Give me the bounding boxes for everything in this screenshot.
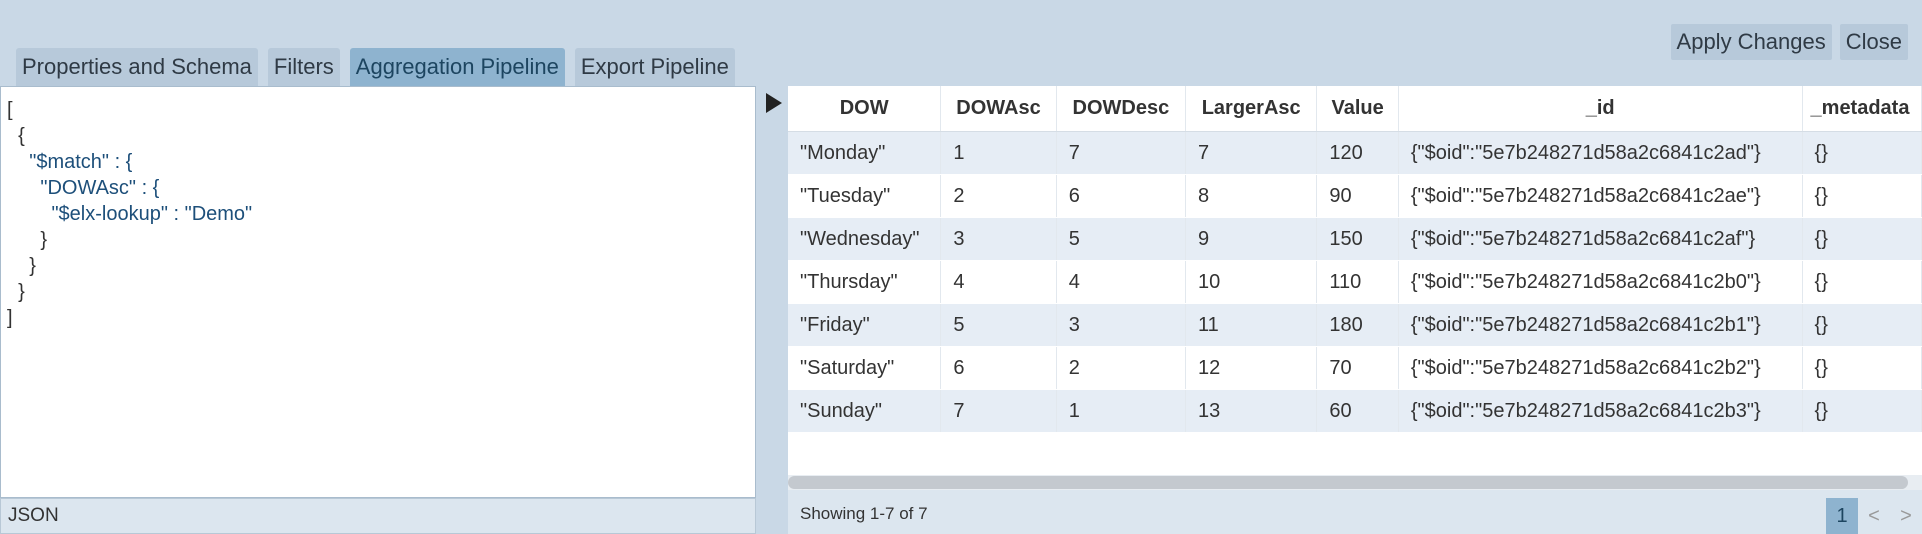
pipeline-code[interactable]: [ { "$match" : { "DOWAsc" : { "$elx-look… <box>1 87 755 331</box>
page-1-button[interactable]: 1 <box>1826 498 1858 534</box>
table-cell: {"$oid":"5e7b248271d58a2c6841c2b2"} <box>1398 346 1803 390</box>
column-header[interactable]: LargerAsc <box>1185 86 1318 132</box>
table-cell: "Saturday" <box>788 346 942 390</box>
tab-properties-and-schema[interactable]: Properties and Schema <box>16 48 258 86</box>
code-line: [ <box>7 99 13 121</box>
table-cell: "Friday" <box>788 303 942 347</box>
table-cell: 2 <box>940 174 1057 218</box>
table-cell: "Sunday" <box>788 389 942 433</box>
table-cell: 7 <box>1056 131 1187 175</box>
table-cell: 4 <box>1056 260 1187 304</box>
tab-filters[interactable]: Filters <box>267 48 340 86</box>
table-row[interactable]: "Tuesday" 2 6 8 90 {"$oid":"5e7b248271d5… <box>788 174 1922 218</box>
row-count-label: Showing 1-7 of 7 <box>800 504 928 523</box>
table-row[interactable]: "Sunday" 7 1 13 60 {"$oid":"5e7b248271d5… <box>788 389 1922 433</box>
code-line: } <box>7 281 25 303</box>
table-cell: "Wednesday" <box>788 217 942 261</box>
table-cell: {"$oid":"5e7b248271d58a2c6841c2b0"} <box>1398 260 1803 304</box>
table-cell: 1 <box>940 131 1057 175</box>
table-row[interactable]: "Monday" 1 7 7 120 {"$oid":"5e7b248271d5… <box>788 131 1922 175</box>
table-cell: {} <box>1802 174 1922 218</box>
table-cell: 6 <box>1056 174 1187 218</box>
column-header[interactable]: _id <box>1398 86 1803 132</box>
header-row: DOW DOWAsc DOWDesc LargerAsc Value _id _… <box>788 86 1922 132</box>
apply-changes-button[interactable]: Apply Changes <box>1670 24 1832 60</box>
code-line: "$match" : { <box>7 151 133 173</box>
dialog-actions: Apply Changes Close <box>1670 24 1908 60</box>
table-cell: 7 <box>940 389 1057 433</box>
table-cell: 60 <box>1316 389 1399 433</box>
column-header[interactable]: DOW <box>788 86 942 132</box>
table-row[interactable]: "Thursday" 4 4 10 110 {"$oid":"5e7b24827… <box>788 260 1922 304</box>
table-cell: {"$oid":"5e7b248271d58a2c6841c2ae"} <box>1398 174 1803 218</box>
pane-splitter[interactable] <box>756 86 788 534</box>
table-cell: 180 <box>1316 303 1399 347</box>
table-cell: 110 <box>1316 260 1399 304</box>
code-line: "$elx-lookup" : "Demo" <box>7 203 253 225</box>
table-cell: {"$oid":"5e7b248271d58a2c6841c2ad"} <box>1398 131 1803 175</box>
tab-aggregation-pipeline[interactable]: Aggregation Pipeline <box>349 48 565 86</box>
table-cell: 3 <box>940 217 1057 261</box>
table-cell: {} <box>1802 346 1922 390</box>
table-cell: 4 <box>940 260 1057 304</box>
next-page-button[interactable]: > <box>1900 505 1912 527</box>
code-line: "DOWAsc" : { <box>7 177 160 199</box>
table-cell: 1 <box>1056 389 1187 433</box>
code-line: { <box>7 125 25 147</box>
table-cell: 2 <box>1056 346 1187 390</box>
table-cell: "Monday" <box>788 131 942 175</box>
table-cell: {} <box>1802 389 1922 433</box>
table-cell: 70 <box>1316 346 1399 390</box>
column-header[interactable]: Value <box>1316 86 1399 132</box>
column-header[interactable]: _metadata <box>1802 86 1922 132</box>
table-cell: {} <box>1802 260 1922 304</box>
results-grid: DOW DOWAsc DOWDesc LargerAsc Value _id _… <box>788 86 1922 490</box>
tab-export-pipeline[interactable]: Export Pipeline <box>574 48 735 86</box>
table-cell: 10 <box>1185 260 1318 304</box>
table-cell: 6 <box>940 346 1057 390</box>
table-cell: 120 <box>1316 131 1399 175</box>
table-cell: {"$oid":"5e7b248271d58a2c6841c2af"} <box>1398 217 1803 261</box>
table-cell: 12 <box>1185 346 1318 390</box>
table-cell: {} <box>1802 217 1922 261</box>
table-cell: "Tuesday" <box>788 174 942 218</box>
table-cell: 8 <box>1185 174 1318 218</box>
table-cell: 5 <box>1056 217 1187 261</box>
table-cell: {} <box>1802 303 1922 347</box>
code-line: ] <box>7 307 13 329</box>
table-cell: 11 <box>1185 303 1318 347</box>
code-line: } <box>7 229 48 251</box>
table-cell: 13 <box>1185 389 1318 433</box>
table-cell: "Thursday" <box>788 260 942 304</box>
table-cell: 7 <box>1185 131 1318 175</box>
json-editor[interactable]: [ { "$match" : { "DOWAsc" : { "$elx-look… <box>0 86 756 498</box>
column-header[interactable]: DOWAsc <box>940 86 1057 132</box>
play-icon[interactable] <box>766 93 782 113</box>
table-cell: 90 <box>1316 174 1399 218</box>
column-header[interactable]: DOWDesc <box>1056 86 1187 132</box>
close-button[interactable]: Close <box>1839 24 1908 60</box>
table-cell: 3 <box>1056 303 1187 347</box>
prev-page-button[interactable]: < <box>1868 505 1880 527</box>
table-cell: 150 <box>1316 217 1399 261</box>
results-table: DOW DOWAsc DOWDesc LargerAsc Value _id _… <box>788 86 1922 433</box>
code-line: } <box>7 255 36 277</box>
scrollbar-thumb[interactable] <box>788 476 1908 489</box>
table-row[interactable]: "Saturday" 6 2 12 70 {"$oid":"5e7b248271… <box>788 346 1922 390</box>
table-cell: {} <box>1802 131 1922 175</box>
grid-footer: Showing 1-7 of 7 1 < > <box>788 490 1922 534</box>
table-cell: 9 <box>1185 217 1318 261</box>
table-row[interactable]: "Friday" 5 3 11 180 {"$oid":"5e7b248271d… <box>788 303 1922 347</box>
table-cell: 5 <box>940 303 1057 347</box>
editor-mode-label: JSON <box>0 498 756 534</box>
tab-bar: Properties and Schema Filters Aggregatio… <box>16 48 735 86</box>
horizontal-scrollbar[interactable] <box>788 475 1922 490</box>
pagination: 1 < > <box>1826 498 1922 534</box>
table-cell: {"$oid":"5e7b248271d58a2c6841c2b1"} <box>1398 303 1803 347</box>
table-cell: {"$oid":"5e7b248271d58a2c6841c2b3"} <box>1398 389 1803 433</box>
table-row[interactable]: "Wednesday" 3 5 9 150 {"$oid":"5e7b24827… <box>788 217 1922 261</box>
